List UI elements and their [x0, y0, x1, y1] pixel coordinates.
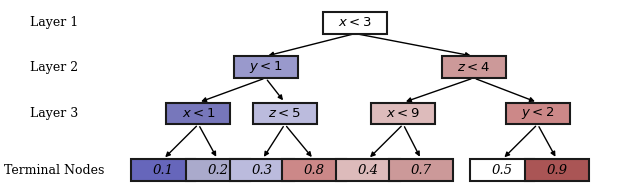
FancyBboxPatch shape	[323, 12, 387, 34]
Text: 0.7: 0.7	[411, 164, 431, 177]
Text: $z < 5$: $z < 5$	[268, 107, 301, 120]
FancyBboxPatch shape	[336, 159, 400, 181]
FancyBboxPatch shape	[230, 159, 294, 181]
Text: Layer 2: Layer 2	[30, 61, 79, 74]
FancyBboxPatch shape	[506, 102, 570, 124]
Text: $y < 2$: $y < 2$	[521, 105, 554, 121]
Text: 0.5: 0.5	[492, 164, 513, 177]
Text: 0.4: 0.4	[358, 164, 378, 177]
Text: $x < 9$: $x < 9$	[386, 107, 420, 120]
Text: 0.1: 0.1	[153, 164, 173, 177]
FancyBboxPatch shape	[525, 159, 589, 181]
FancyBboxPatch shape	[253, 102, 317, 124]
Text: Layer 1: Layer 1	[30, 16, 79, 29]
Text: $x < 3$: $x < 3$	[339, 16, 372, 29]
FancyBboxPatch shape	[371, 102, 435, 124]
FancyBboxPatch shape	[166, 102, 230, 124]
FancyBboxPatch shape	[186, 159, 250, 181]
Text: 0.8: 0.8	[303, 164, 324, 177]
FancyBboxPatch shape	[282, 159, 346, 181]
Text: 0.2: 0.2	[207, 164, 228, 177]
FancyBboxPatch shape	[234, 56, 298, 78]
FancyBboxPatch shape	[389, 159, 453, 181]
Text: $z < 4$: $z < 4$	[457, 61, 490, 74]
Text: 0.3: 0.3	[252, 164, 273, 177]
FancyBboxPatch shape	[442, 56, 506, 78]
Text: Terminal Nodes: Terminal Nodes	[4, 164, 104, 177]
Text: 0.9: 0.9	[547, 164, 567, 177]
Text: $y < 1$: $y < 1$	[249, 59, 282, 75]
FancyBboxPatch shape	[131, 159, 195, 181]
FancyBboxPatch shape	[470, 159, 534, 181]
Text: $x < 1$: $x < 1$	[182, 107, 215, 120]
Text: Layer 3: Layer 3	[30, 107, 79, 120]
